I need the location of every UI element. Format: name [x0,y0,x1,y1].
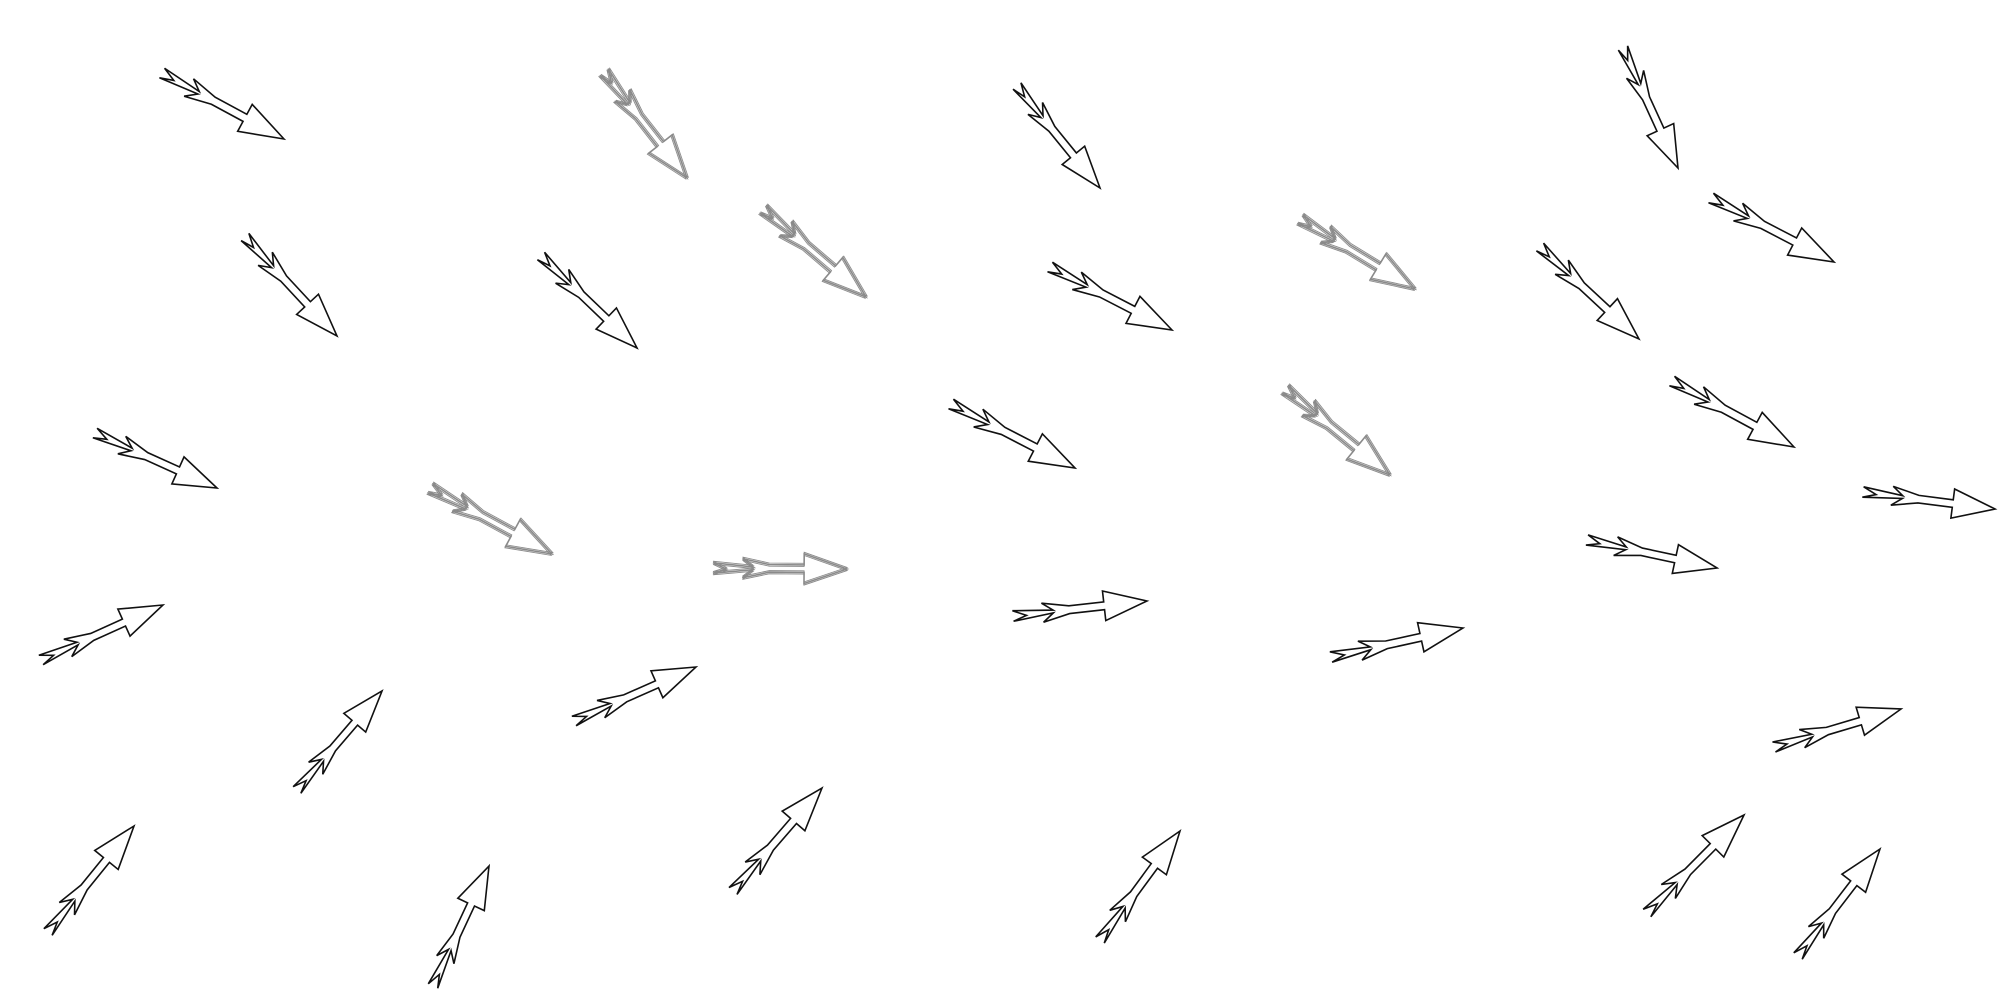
arrow-24-icon [292,689,384,794]
arrow-10-echo-outline [1296,215,1416,292]
arrow-2-outline [599,68,689,180]
arrow-6-icon [240,232,339,338]
arrow-3-icon [1012,82,1102,190]
arrow-19-outline [1585,534,1720,575]
arrow-19-icon [1585,534,1720,575]
arrow-15-echo-outline [1280,385,1391,478]
arrow-17-outline [1862,485,1998,520]
arrow-1-icon [159,67,287,141]
arrow-13-outline [427,482,555,556]
arrow-27-outline [427,863,491,989]
arrow-7-icon [536,251,639,350]
arrow-14-icon [948,398,1078,470]
arrow-15-outline [1281,384,1392,477]
arrow-24-outline [292,689,384,794]
arrow-13-icon [426,481,555,557]
arrow-11-icon [1535,242,1641,341]
arrow-20-outline [1012,589,1150,623]
arrow-13-echo-outline [428,481,554,554]
arrow-25-outline [1772,706,1904,753]
arrow-23-icon [571,666,699,727]
arrow-22-icon [38,603,166,666]
arrow-10-icon [1296,212,1418,292]
arrow-5-icon [1708,192,1837,264]
arrow-18-icon [712,551,850,586]
arrow-17-icon [1862,485,1998,520]
arrow-25-icon [1772,706,1904,753]
arrow-14-outline [948,398,1078,470]
arrow-26-outline [43,824,136,936]
arrow-10-outline [1296,213,1418,291]
arrow-20-icon [1012,589,1150,623]
arrow-8-echo-outline [760,203,869,297]
arrow-15-echo-outline [1282,383,1393,475]
arrow-7-outline [536,251,639,350]
arrow-22-outline [38,603,166,666]
arrow-8-outline [759,204,868,299]
arrow-13-echo-outline [426,484,553,557]
arrow-group [38,45,1998,989]
arrow-1-outline [159,67,287,141]
arrow-2-icon [598,67,690,181]
arrow-23-outline [571,666,699,727]
arrow-31-icon [1793,847,1882,960]
arrow-26-icon [43,824,136,936]
arrow-28-icon [728,786,824,895]
arrow-18-echo-outline [712,551,849,583]
arrow-12-outline [92,427,220,490]
arrow-31-outline [1793,847,1882,960]
arrow-8-echo-outline [758,205,867,300]
arrow-9-icon [1047,261,1175,332]
arrow-29-outline [1095,829,1182,944]
arrow-18-echo-outline [712,554,849,586]
arrow-29-icon [1095,829,1182,944]
arrow-5-outline [1708,192,1837,264]
arrow-4-outline [1617,45,1680,171]
arrow-30-outline [1642,813,1746,918]
arrow-21-icon [1329,621,1466,663]
arrow-6-outline [240,232,339,338]
arrow-18-outline [712,552,850,585]
arrow-8-icon [758,203,869,300]
arrow-11-outline [1535,242,1641,341]
arrow-16-outline [1669,375,1797,449]
arrow-2-echo-outline [600,67,690,179]
arrow-15-icon [1280,383,1393,478]
arrow-16-icon [1669,375,1797,449]
arrow-3-outline [1012,82,1102,190]
arrow-28-outline [728,786,824,895]
arrow-10-echo-outline [1297,212,1417,289]
arrow-12-icon [92,427,220,490]
arrow-30-icon [1642,813,1746,918]
arrow-2-echo-outline [598,69,687,181]
arrow-27-icon [427,863,491,989]
arrow-9-outline [1047,261,1175,332]
arrow-4-icon [1617,45,1680,171]
arrow-21-outline [1329,621,1466,663]
